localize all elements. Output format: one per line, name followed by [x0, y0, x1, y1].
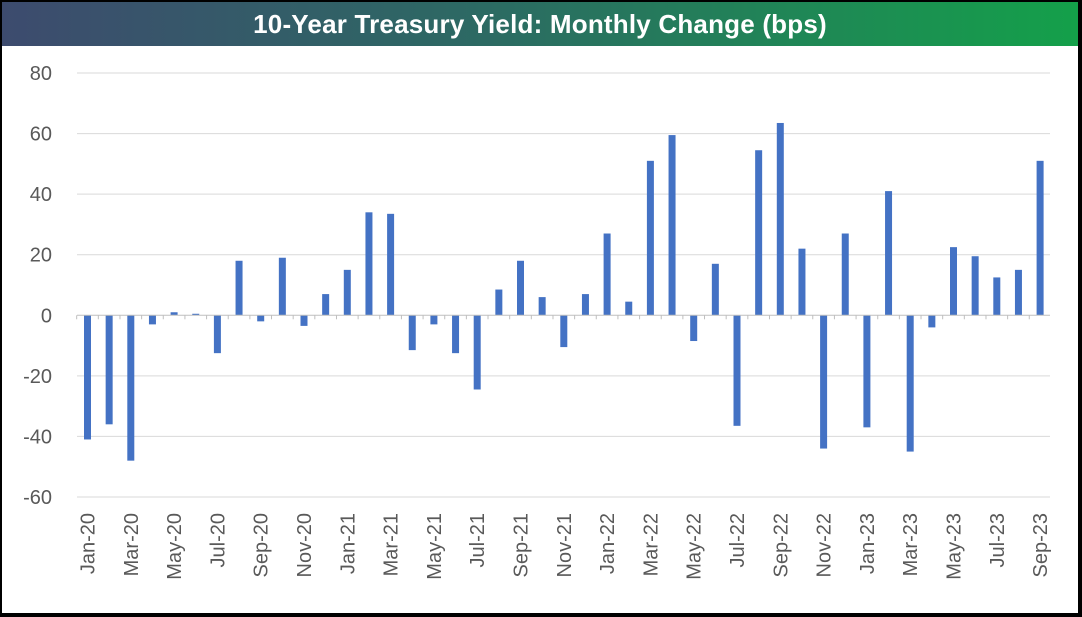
bar-sep-22 — [776, 122, 784, 316]
bar-may-23 — [950, 247, 957, 316]
x-tick-label: Jul-22 — [727, 513, 749, 567]
bar-mar-20 — [127, 315, 135, 461]
x-tick-label: Mar-22 — [640, 513, 662, 576]
bar-may-20 — [170, 312, 178, 316]
bar-mar-23 — [906, 315, 914, 452]
bar-feb-20 — [105, 315, 113, 425]
bars — [84, 122, 1044, 461]
bar-nov-20 — [300, 315, 308, 326]
bar-aug-22 — [755, 150, 763, 316]
bar-jan-21 — [343, 269, 351, 316]
x-tick-label: Mar-23 — [900, 513, 922, 576]
bar-oct-22 — [798, 248, 806, 316]
x-tick-label: Jan-23 — [857, 513, 879, 574]
bar-may-22 — [690, 315, 698, 342]
y-tick-label: 40 — [30, 184, 52, 206]
y-tick-label: 0 — [41, 305, 52, 327]
bar-jul-22 — [733, 315, 741, 426]
bar-sep-21 — [517, 260, 524, 316]
bar-nov-21 — [560, 315, 568, 348]
x-axis — [76, 314, 1050, 320]
title-bar: 10-Year Treasury Yield: Monthly Change (… — [2, 2, 1078, 46]
x-axis-tick-labels: Jan-20 Mar-20 May-20 Jul-20 Sep-20 Nov-20 Jan-… — [78, 513, 1053, 580]
y-tick-label: 80 — [30, 63, 52, 85]
x-tick-label: Mar-20 — [121, 513, 143, 576]
bar-may-21 — [430, 315, 438, 325]
x-tick-label: Jan-20 — [78, 513, 100, 574]
y-tick-label: 20 — [30, 245, 52, 267]
y-tick-label: -60 — [23, 487, 52, 509]
chart-title: 10-Year Treasury Yield: Monthly Change (… — [253, 8, 827, 39]
x-tick-label: May-22 — [684, 513, 706, 580]
bar-sep-20 — [257, 315, 265, 322]
y-tick-label: 60 — [30, 124, 52, 146]
bar-sep-23 — [1036, 160, 1044, 316]
x-tick-label: Sep-21 — [511, 513, 533, 578]
bar-jan-22 — [603, 233, 611, 316]
bar-aug-23 — [1014, 269, 1022, 316]
bar-jul-21 — [473, 315, 481, 390]
x-tick-label: Sep-23 — [1030, 513, 1052, 578]
bar-jun-21 — [452, 315, 460, 354]
bar-jan-20 — [84, 315, 91, 440]
x-tick-label: May-23 — [944, 513, 966, 580]
bar-feb-21 — [365, 212, 373, 316]
bar-mar-22 — [646, 160, 654, 316]
bar-oct-21 — [538, 297, 546, 316]
y-axis-tick-labels: 80 60 40 20 0 -20 -40 -60 — [23, 63, 52, 509]
x-tick-label: May-20 — [164, 513, 186, 580]
x-tick-label: Mar-21 — [381, 513, 403, 576]
bar-feb-23 — [885, 191, 893, 316]
x-tick-label: Sep-22 — [770, 513, 792, 578]
x-tick-label: Jul-23 — [987, 513, 1009, 567]
x-tick-label: Jan-21 — [337, 513, 359, 574]
bar-oct-20 — [278, 257, 286, 316]
bar-jul-23 — [993, 277, 1001, 316]
x-tick-label: Nov-22 — [814, 513, 836, 577]
x-tick-label: Jul-21 — [467, 513, 489, 567]
bar-jul-20 — [213, 315, 221, 354]
x-tick-label: May-21 — [424, 513, 446, 580]
y-tick-label: -40 — [23, 426, 52, 448]
bar-apr-22 — [668, 135, 676, 316]
bar-apr-21 — [408, 315, 416, 351]
bar-dec-21 — [581, 294, 589, 316]
bar-apr-23 — [928, 315, 936, 328]
x-tick-label: Jul-20 — [207, 513, 229, 567]
bar-dec-20 — [322, 294, 330, 316]
bar-nov-22 — [820, 315, 828, 449]
bar-jun-22 — [711, 263, 719, 316]
x-tick-label: Nov-20 — [294, 513, 316, 577]
gridlines — [77, 72, 1050, 498]
bar-apr-20 — [148, 315, 156, 325]
bar-aug-21 — [495, 289, 503, 316]
bar-jan-23 — [863, 315, 871, 428]
y-tick-label: -20 — [23, 366, 52, 388]
bar-jun-23 — [971, 256, 979, 316]
bar-dec-22 — [841, 233, 849, 316]
x-tick-label: Sep-20 — [251, 513, 273, 578]
bar-aug-20 — [235, 260, 243, 316]
x-tick-label: Nov-21 — [554, 513, 576, 577]
bar-mar-21 — [387, 213, 395, 316]
bar-jun-20 — [192, 313, 200, 316]
x-tick-label: Jan-22 — [597, 513, 619, 574]
bar-feb-22 — [625, 301, 633, 316]
